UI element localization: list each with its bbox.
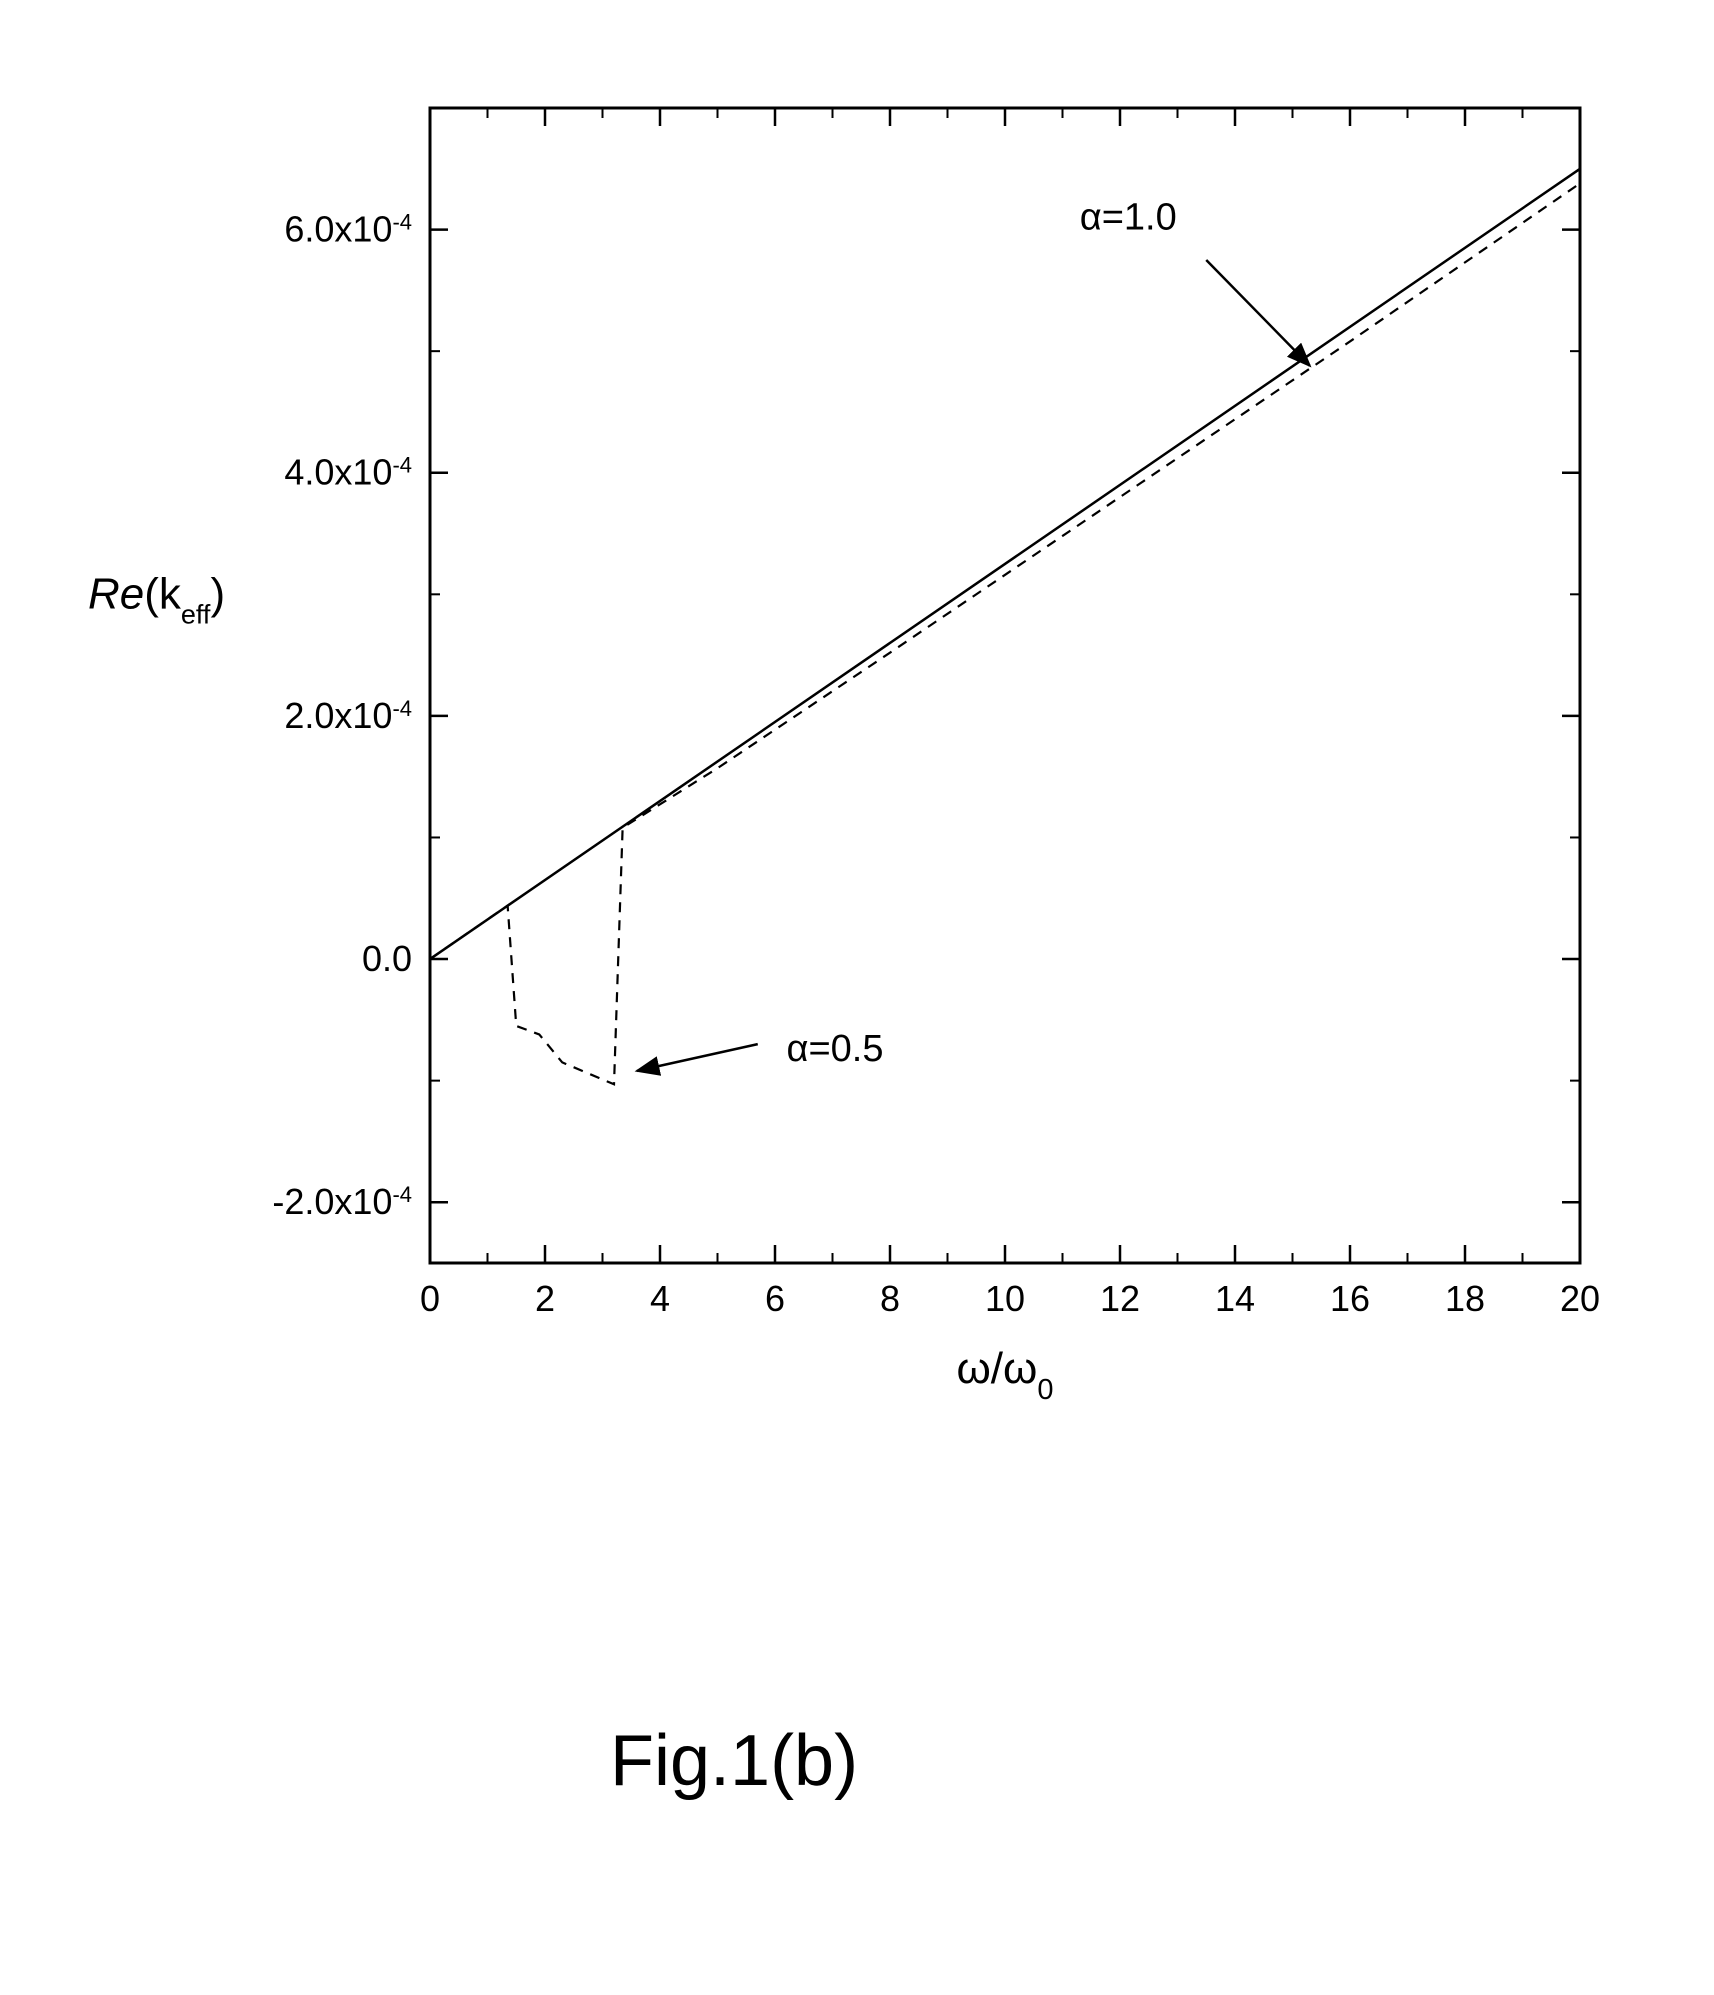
svg-text:6: 6 (765, 1278, 785, 1319)
figure-caption: Fig.1(b) (610, 1720, 858, 1802)
svg-text:12: 12 (1100, 1278, 1140, 1319)
annotation-alpha-0-5: α=0.5 (787, 1028, 884, 1070)
svg-text:20: 20 (1560, 1278, 1600, 1319)
svg-text:0.0: 0.0 (362, 938, 412, 979)
svg-text:4: 4 (650, 1278, 670, 1319)
svg-text:10: 10 (985, 1278, 1025, 1319)
svg-text:0: 0 (420, 1278, 440, 1319)
svg-text:14: 14 (1215, 1278, 1255, 1319)
svg-text:18: 18 (1445, 1278, 1485, 1319)
chart-svg: 02468101214161820-2.0x10-40.02.0x10-44.0… (0, 0, 1714, 1995)
svg-text:16: 16 (1330, 1278, 1370, 1319)
svg-text:8: 8 (880, 1278, 900, 1319)
annotation-alpha-1: α=1.0 (1080, 197, 1177, 239)
svg-text:2: 2 (535, 1278, 555, 1319)
svg-text:-2.0x10-4: -2.0x10-4 (272, 1181, 412, 1222)
